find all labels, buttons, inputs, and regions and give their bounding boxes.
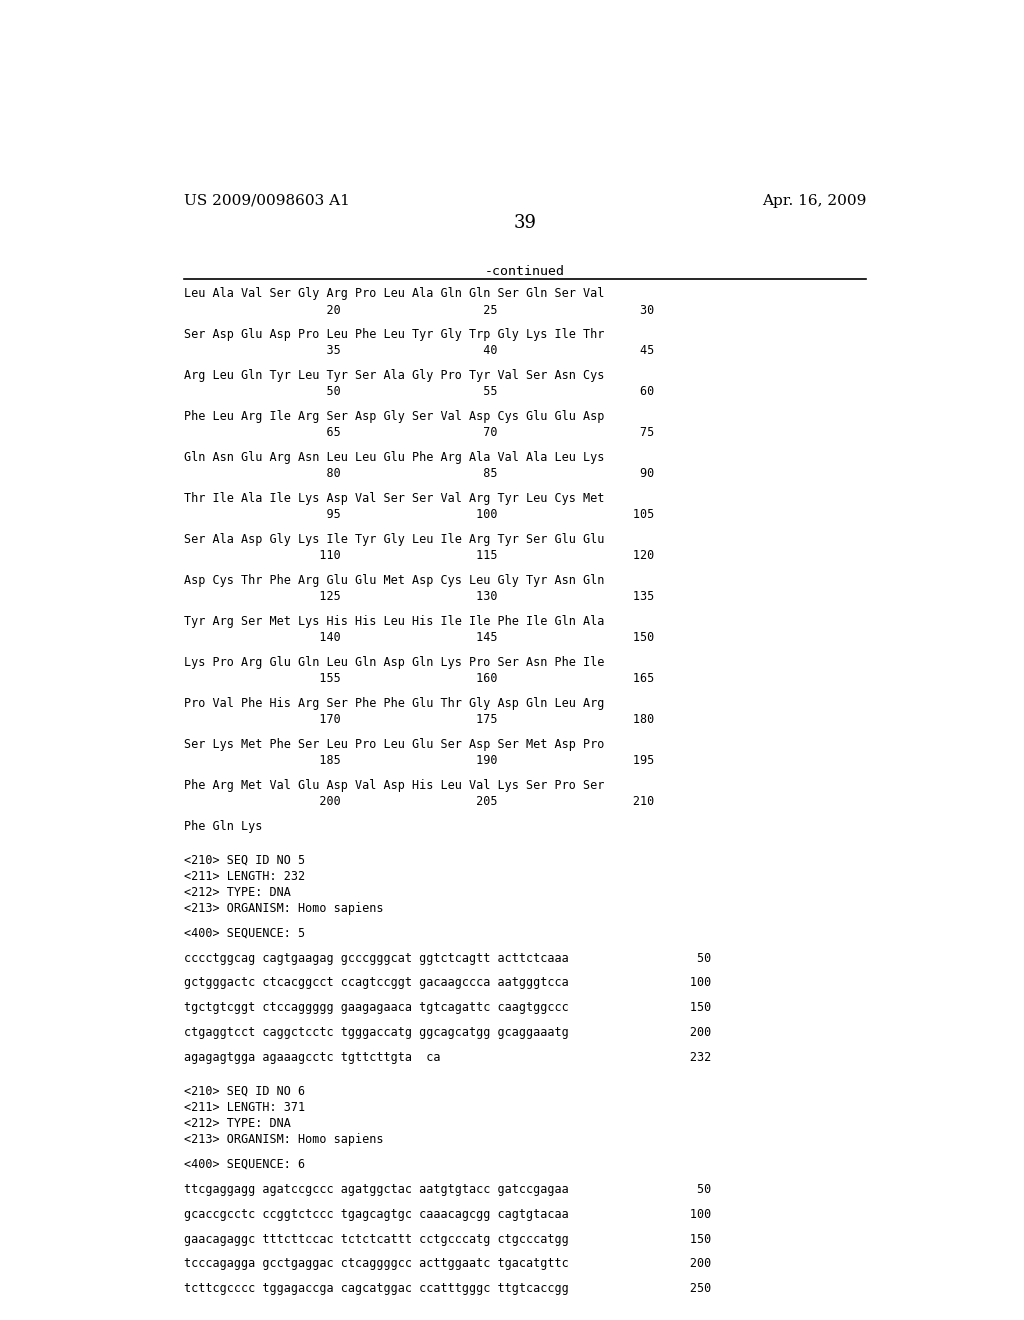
Text: Gln Asn Glu Arg Asn Leu Leu Glu Phe Arg Ala Val Ala Leu Lys: Gln Asn Glu Arg Asn Leu Leu Glu Phe Arg … [183,451,604,465]
Text: Lys Pro Arg Glu Gln Leu Gln Asp Gln Lys Pro Ser Asn Phe Ile: Lys Pro Arg Glu Gln Leu Gln Asp Gln Lys … [183,656,604,669]
Text: 20                    25                    30: 20 25 30 [183,304,653,317]
Text: Arg Leu Gln Tyr Leu Tyr Ser Ala Gly Pro Tyr Val Ser Asn Cys: Arg Leu Gln Tyr Leu Tyr Ser Ala Gly Pro … [183,370,604,383]
Text: Tyr Arg Ser Met Lys His His Leu His Ile Ile Phe Ile Gln Ala: Tyr Arg Ser Met Lys His His Leu His Ile … [183,615,604,628]
Text: Phe Gln Lys: Phe Gln Lys [183,820,262,833]
Text: 200                   205                   210: 200 205 210 [183,795,653,808]
Text: Pro Val Phe His Arg Ser Phe Phe Glu Thr Gly Asp Gln Leu Arg: Pro Val Phe His Arg Ser Phe Phe Glu Thr … [183,697,604,710]
Text: Thr Ile Ala Ile Lys Asp Val Ser Ser Val Arg Tyr Leu Cys Met: Thr Ile Ala Ile Lys Asp Val Ser Ser Val … [183,492,604,506]
Text: US 2009/0098603 A1: US 2009/0098603 A1 [183,194,349,209]
Text: gctgggactc ctcacggcct ccagtccggt gacaagccca aatgggtcca                 100: gctgggactc ctcacggcct ccagtccggt gacaagc… [183,977,711,990]
Text: Asp Cys Thr Phe Arg Glu Glu Met Asp Cys Leu Gly Tyr Asn Gln: Asp Cys Thr Phe Arg Glu Glu Met Asp Cys … [183,574,604,587]
Text: <211> LENGTH: 232: <211> LENGTH: 232 [183,870,305,883]
Text: <400> SEQUENCE: 6: <400> SEQUENCE: 6 [183,1158,305,1171]
Text: agagagtgga agaaagcctc tgttcttgta  ca                                   232: agagagtgga agaaagcctc tgttcttgta ca 232 [183,1051,711,1064]
Text: 155                   160                   165: 155 160 165 [183,672,653,685]
Text: 170                   175                   180: 170 175 180 [183,713,653,726]
Text: 125                   130                   135: 125 130 135 [183,590,653,603]
Text: Phe Arg Met Val Glu Asp Val Asp His Leu Val Lys Ser Pro Ser: Phe Arg Met Val Glu Asp Val Asp His Leu … [183,779,604,792]
Text: tgctgtcggt ctccaggggg gaagagaaca tgtcagattc caagtggccc                 150: tgctgtcggt ctccaggggg gaagagaaca tgtcaga… [183,1002,711,1014]
Text: Phe Leu Arg Ile Arg Ser Asp Gly Ser Val Asp Cys Glu Glu Asp: Phe Leu Arg Ile Arg Ser Asp Gly Ser Val … [183,411,604,424]
Text: <213> ORGANISM: Homo sapiens: <213> ORGANISM: Homo sapiens [183,902,383,915]
Text: <212> TYPE: DNA: <212> TYPE: DNA [183,1117,291,1130]
Text: Ser Lys Met Phe Ser Leu Pro Leu Glu Ser Asp Ser Met Asp Pro: Ser Lys Met Phe Ser Leu Pro Leu Glu Ser … [183,738,604,751]
Text: 140                   145                   150: 140 145 150 [183,631,653,644]
Text: <400> SEQUENCE: 5: <400> SEQUENCE: 5 [183,927,305,940]
Text: Apr. 16, 2009: Apr. 16, 2009 [762,194,866,209]
Text: Ser Asp Glu Asp Pro Leu Phe Leu Tyr Gly Trp Gly Lys Ile Thr: Ser Asp Glu Asp Pro Leu Phe Leu Tyr Gly … [183,329,604,342]
Text: <211> LENGTH: 371: <211> LENGTH: 371 [183,1101,305,1114]
Text: 95                   100                   105: 95 100 105 [183,508,653,521]
Text: Leu Ala Val Ser Gly Arg Pro Leu Ala Gln Gln Ser Gln Ser Val: Leu Ala Val Ser Gly Arg Pro Leu Ala Gln … [183,288,604,301]
Text: <213> ORGANISM: Homo sapiens: <213> ORGANISM: Homo sapiens [183,1133,383,1146]
Text: ttcgaggagg agatccgccc agatggctac aatgtgtacc gatccgagaa                  50: ttcgaggagg agatccgccc agatggctac aatgtgt… [183,1183,711,1196]
Text: 65                    70                    75: 65 70 75 [183,426,653,440]
Text: <210> SEQ ID NO 5: <210> SEQ ID NO 5 [183,854,305,866]
Text: tcccagagga gcctgaggac ctcaggggcc acttggaatc tgacatgttc                 200: tcccagagga gcctgaggac ctcaggggcc acttgga… [183,1258,711,1270]
Text: -continued: -continued [484,265,565,279]
Text: 185                   190                   195: 185 190 195 [183,754,653,767]
Text: 80                    85                    90: 80 85 90 [183,467,653,480]
Text: 35                    40                    45: 35 40 45 [183,345,653,358]
Text: gcaccgcctc ccggtctccc tgagcagtgc caaacagcgg cagtgtacaa                 100: gcaccgcctc ccggtctccc tgagcagtgc caaacag… [183,1208,711,1221]
Text: cccctggcag cagtgaagag gcccgggcat ggtctcagtt acttctcaaa                  50: cccctggcag cagtgaagag gcccgggcat ggtctca… [183,952,711,965]
Text: 110                   115                   120: 110 115 120 [183,549,653,562]
Text: 39: 39 [513,214,537,232]
Text: 50                    55                    60: 50 55 60 [183,385,653,399]
Text: <210> SEQ ID NO 6: <210> SEQ ID NO 6 [183,1085,305,1098]
Text: <212> TYPE: DNA: <212> TYPE: DNA [183,886,291,899]
Text: gaacagaggc tttcttccac tctctcattt cctgcccatg ctgcccatgg                 150: gaacagaggc tttcttccac tctctcattt cctgccc… [183,1233,711,1246]
Text: ctgaggtcct caggctcctc tgggaccatg ggcagcatgg gcaggaaatg                 200: ctgaggtcct caggctcctc tgggaccatg ggcagca… [183,1026,711,1039]
Text: Ser Ala Asp Gly Lys Ile Tyr Gly Leu Ile Arg Tyr Ser Glu Glu: Ser Ala Asp Gly Lys Ile Tyr Gly Leu Ile … [183,533,604,546]
Text: tcttcgcccc tggagaccga cagcatggac ccatttgggc ttgtcaccgg                 250: tcttcgcccc tggagaccga cagcatggac ccatttg… [183,1282,711,1295]
